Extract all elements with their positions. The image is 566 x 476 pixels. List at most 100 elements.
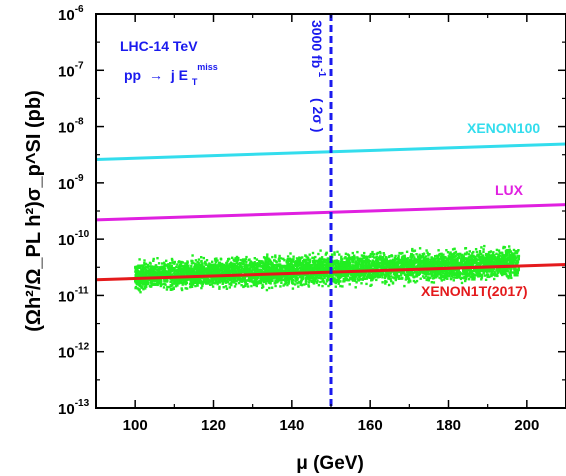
scatter-point <box>279 266 282 269</box>
scatter-point <box>401 264 405 267</box>
scatter-point <box>291 265 295 268</box>
scatter-point <box>203 280 206 284</box>
scatter-point <box>302 264 305 267</box>
scatter-point <box>273 266 276 269</box>
scatter-point <box>437 249 440 252</box>
scatter-point <box>398 251 401 255</box>
scatter-point <box>436 274 439 277</box>
scatter-point <box>507 276 510 280</box>
scatter-point <box>254 283 257 286</box>
scatter-point <box>165 288 169 291</box>
scatter-point <box>301 275 304 278</box>
scatter-point <box>193 264 197 267</box>
scatter-point <box>209 270 212 273</box>
scatter-point <box>234 282 238 286</box>
scatter-point <box>144 284 147 288</box>
scatter-point <box>501 271 504 275</box>
scatter-point <box>444 274 447 278</box>
scatter-point <box>473 261 477 265</box>
scatter-point <box>319 276 322 279</box>
scatter-point <box>482 271 485 274</box>
scatter-point <box>231 256 234 259</box>
scatter-point <box>320 261 323 264</box>
scatter-point <box>371 250 374 254</box>
scatter-point <box>154 265 157 269</box>
scatter-point <box>258 262 262 266</box>
scatter-point <box>425 271 428 274</box>
scatter-point <box>144 287 147 290</box>
scatter-point <box>238 277 241 280</box>
scatter-point <box>371 252 374 256</box>
scatter-point <box>316 259 320 263</box>
scatter-point <box>152 265 155 269</box>
scatter-point <box>350 272 353 276</box>
scatter-point <box>317 274 320 277</box>
scatter-point <box>509 273 512 276</box>
scatter-point <box>177 266 180 269</box>
scatter-point <box>213 265 216 268</box>
scatter-point <box>169 284 173 288</box>
scatter-point <box>320 256 324 259</box>
scatter-point <box>230 278 233 282</box>
scatter-point <box>149 262 152 265</box>
scatter-point <box>325 280 329 283</box>
scatter-point <box>384 273 388 277</box>
scatter-point <box>344 277 347 280</box>
scatter-point <box>263 267 266 270</box>
scatter-point <box>381 267 385 270</box>
scatter-point <box>246 264 249 267</box>
scatter-point <box>181 283 184 286</box>
scatter-point <box>488 262 491 266</box>
scatter-point <box>380 271 384 274</box>
scatter-point <box>183 264 186 268</box>
scatter-point <box>338 273 341 277</box>
scatter-point <box>152 259 155 262</box>
scatter-point <box>281 268 284 271</box>
scatter-point <box>452 271 455 274</box>
scatter-point <box>179 268 182 272</box>
scatter-point <box>134 274 137 278</box>
scatter-point <box>310 277 313 280</box>
scatter-point <box>143 261 146 265</box>
scatter-point <box>405 275 408 279</box>
scatter-point <box>138 258 141 261</box>
scatter-point <box>495 252 498 255</box>
scatter-point <box>291 287 295 290</box>
scatter-point <box>253 261 256 264</box>
scatter-point <box>501 273 504 277</box>
scatter-point <box>385 258 388 261</box>
scatter-point <box>394 254 397 258</box>
scatter-point <box>352 278 355 281</box>
scatter-point <box>364 258 367 261</box>
scatter-point <box>459 252 462 256</box>
scatter-point <box>233 285 237 288</box>
scatter-point <box>157 272 160 276</box>
scatter-point <box>371 255 374 258</box>
scatter-point <box>247 258 250 262</box>
scatter-point <box>448 255 451 258</box>
scatter-point <box>140 279 143 282</box>
scatter-point <box>267 261 270 264</box>
scatter-point <box>390 275 393 278</box>
scatter-point <box>232 268 235 271</box>
scatter-point <box>271 268 274 271</box>
scatter-point <box>161 267 164 270</box>
scatter-point <box>200 268 203 272</box>
scatter-point <box>221 281 224 285</box>
scatter-point <box>462 256 465 259</box>
scatter-point <box>362 254 365 258</box>
scatter-point <box>327 278 330 282</box>
scatter-point <box>412 265 415 268</box>
scatter-point <box>283 269 286 273</box>
scatter-point <box>337 264 341 267</box>
scatter-point <box>168 285 171 289</box>
scatter-point <box>487 257 491 260</box>
scatter-point <box>227 269 230 272</box>
scatter-point <box>496 274 499 278</box>
scatter-point <box>231 263 234 267</box>
scatter-point <box>222 277 225 280</box>
scatter-point <box>411 266 415 269</box>
scatter-point <box>457 252 460 256</box>
scatter-point <box>156 257 159 260</box>
